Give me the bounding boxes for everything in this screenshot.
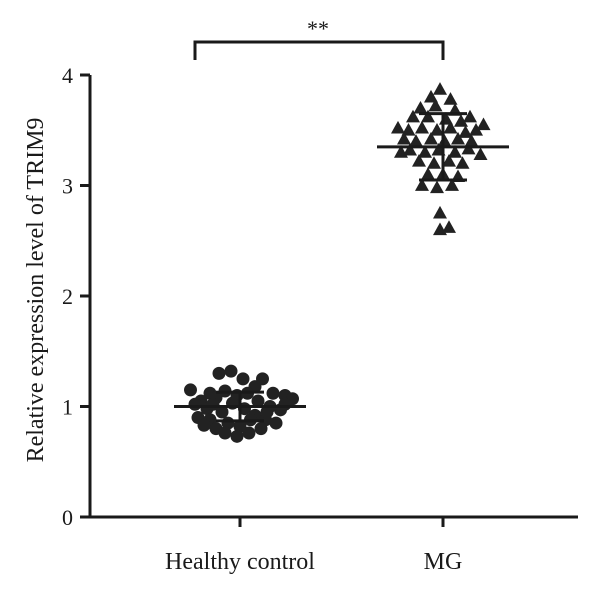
x-category-label: MG bbox=[424, 549, 463, 575]
data-point-circle bbox=[184, 383, 197, 397]
data-point-circle bbox=[251, 394, 265, 408]
data-point-triangle bbox=[454, 114, 468, 127]
data-point-triangle bbox=[443, 92, 458, 105]
data-point-triangle bbox=[394, 145, 408, 158]
data-point-triangle bbox=[424, 89, 438, 103]
x-ticks: Healthy control MG bbox=[165, 517, 462, 575]
significance-bracket bbox=[193, 40, 445, 60]
y-tick-label: 1 bbox=[62, 395, 73, 420]
data-point-circle bbox=[188, 397, 202, 411]
data-point-circle bbox=[236, 372, 250, 386]
data-point-triangle bbox=[476, 117, 491, 131]
plot-area: 0 1 2 3 4 Healthy control MG bbox=[62, 40, 578, 575]
data-marks bbox=[184, 82, 491, 443]
data-point-triangle bbox=[433, 82, 447, 95]
data-point-circle bbox=[224, 364, 238, 378]
data-point-triangle bbox=[455, 156, 470, 169]
data-point-circle bbox=[269, 416, 283, 430]
y-tick-label: 2 bbox=[62, 284, 73, 309]
data-point-triangle bbox=[403, 142, 417, 156]
data-point-circle bbox=[266, 386, 280, 400]
data-point-triangle bbox=[409, 134, 423, 147]
data-point-triangle bbox=[442, 220, 456, 233]
y-axis-label: Relative expression level of TRIM9 bbox=[23, 118, 49, 463]
data-point-circle bbox=[215, 405, 229, 419]
data-point-circle bbox=[230, 429, 244, 443]
data-point-triangle bbox=[418, 145, 432, 158]
data-point-triangle bbox=[442, 153, 456, 167]
data-point-circle bbox=[242, 426, 256, 440]
data-point-triangle bbox=[463, 109, 477, 123]
data-point-triangle bbox=[430, 123, 444, 136]
data-point-circle bbox=[233, 419, 247, 433]
y-ticks: 0 1 2 3 4 bbox=[62, 63, 90, 530]
data-point-triangle bbox=[469, 123, 483, 136]
data-point-triangle bbox=[451, 131, 465, 145]
data-point-triangle bbox=[428, 98, 443, 112]
data-point-circle bbox=[218, 426, 232, 440]
data-point-circle bbox=[256, 372, 269, 386]
data-point-circle bbox=[260, 405, 274, 419]
data-point-triangle bbox=[397, 131, 411, 145]
data-point-triangle bbox=[401, 123, 416, 136]
significance-label: ** bbox=[307, 16, 329, 41]
data-point-triangle bbox=[412, 153, 426, 167]
data-point-triangle bbox=[458, 125, 473, 138]
data-point-triangle bbox=[443, 120, 458, 134]
data-point-circle bbox=[254, 422, 268, 436]
data-point-triangle bbox=[415, 120, 429, 134]
y-tick-label: 4 bbox=[62, 63, 73, 88]
data-point-triangle bbox=[430, 180, 444, 194]
data-point-triangle bbox=[415, 178, 429, 191]
data-point-circle bbox=[206, 397, 220, 411]
data-point-triangle bbox=[427, 156, 441, 169]
data-point-triangle bbox=[406, 109, 420, 123]
data-point-circle bbox=[197, 418, 211, 432]
data-point-triangle bbox=[473, 147, 488, 160]
x-category-label: Healthy control bbox=[165, 549, 315, 575]
data-point-triangle bbox=[421, 167, 435, 180]
data-point-circle bbox=[212, 366, 226, 380]
data-point-triangle bbox=[424, 131, 438, 145]
y-tick-label: 3 bbox=[62, 174, 73, 199]
data-point-triangle bbox=[421, 109, 435, 123]
data-point-triangle bbox=[445, 178, 459, 191]
data-point-triangle bbox=[448, 145, 462, 158]
data-point-triangle bbox=[413, 100, 428, 114]
mean-sd-bars bbox=[174, 112, 509, 423]
data-point-triangle bbox=[391, 120, 405, 134]
data-point-circle bbox=[278, 397, 292, 411]
data-point-triangle bbox=[433, 205, 447, 219]
y-tick-label: 0 bbox=[62, 505, 73, 530]
